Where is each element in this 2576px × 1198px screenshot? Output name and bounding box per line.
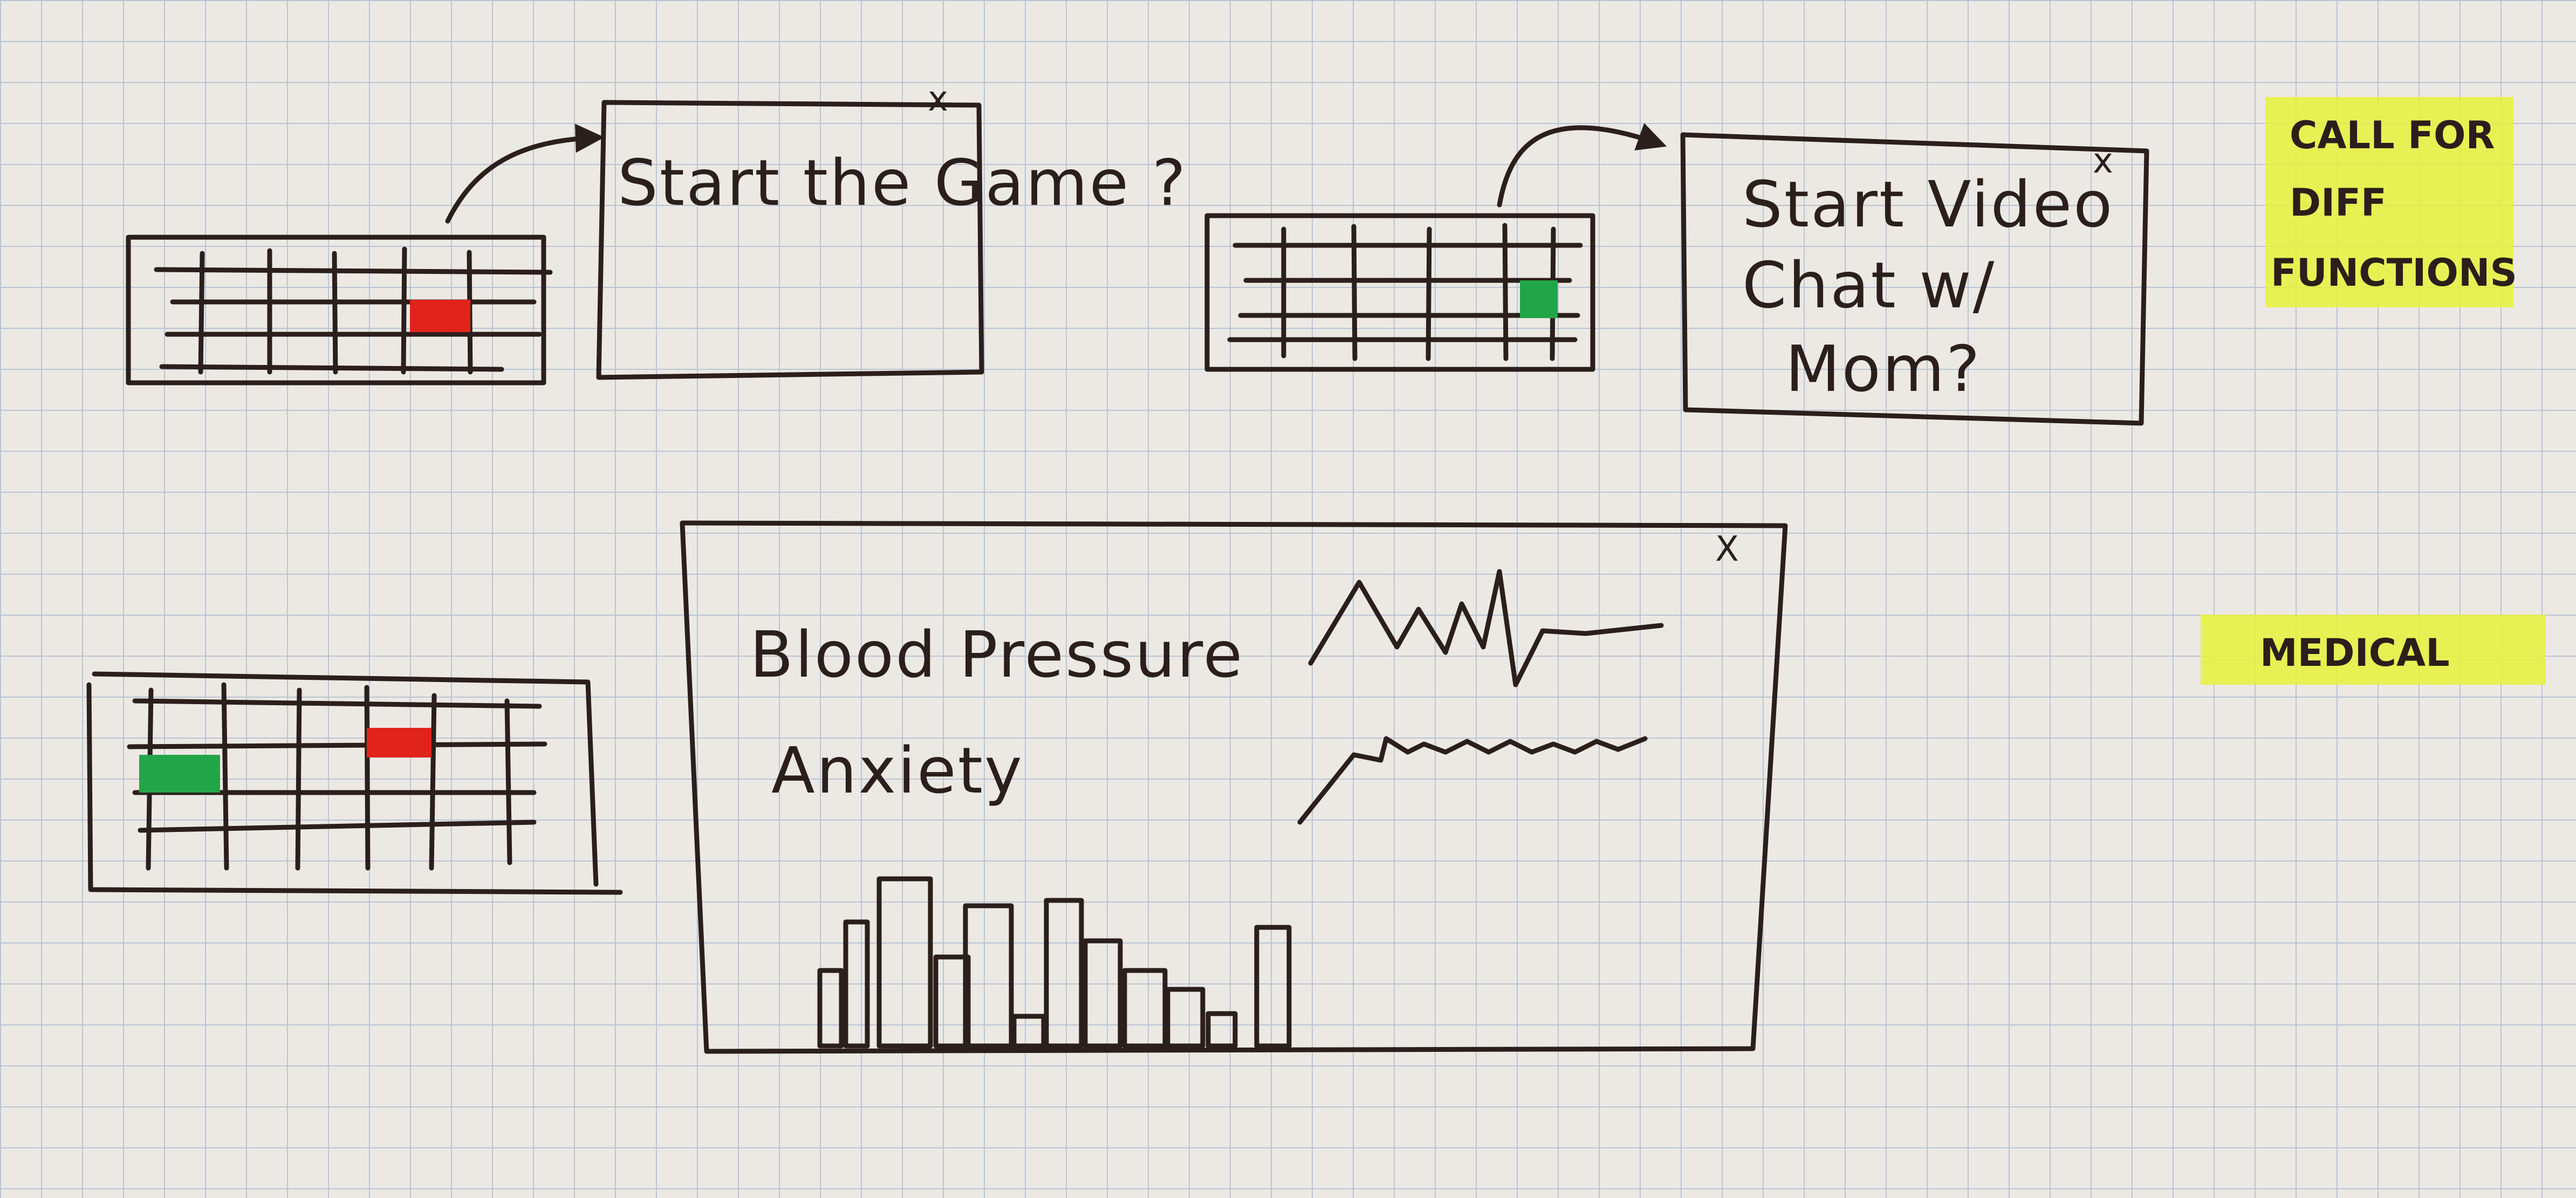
histogram-bar: [1044, 898, 1084, 1049]
histogram-bar: [817, 968, 844, 1049]
histogram-bar: [843, 919, 870, 1049]
close-icon[interactable]: x: [928, 79, 948, 119]
video-prompt-line3: Mom?: [1785, 332, 1982, 406]
arrow-grid2-to-dialog: [1497, 123, 1667, 208]
histogram-bar: [1165, 987, 1205, 1049]
histogram-bar: [933, 954, 971, 1049]
histogram-bar: [1083, 938, 1123, 1049]
arrow-grid1-to-dialog: [445, 123, 605, 224]
metric-blood-pressure: Blood Pressure: [750, 617, 1244, 692]
note-call-for-diff-functions: CALL FOR DIFF FUNCTIONS: [2265, 97, 2517, 307]
note-medical-label: MEDICAL: [2260, 631, 2450, 675]
close-icon[interactable]: x: [2093, 141, 2113, 181]
histogram-bar: [963, 903, 1014, 1049]
histogram-bar: [1011, 1014, 1046, 1049]
video-prompt-line1: Start Video: [1742, 167, 2114, 242]
green-cell[interactable]: [1520, 280, 1558, 318]
histogram-bar: [1254, 925, 1292, 1049]
start-game-dialog[interactable]: x Start the Game ?: [596, 79, 1187, 380]
blood-pressure-waveform: [1308, 569, 1664, 687]
schedule-grid-2: [1204, 213, 1595, 372]
schedule-grid-1: [126, 235, 553, 385]
medical-panel[interactable]: X Blood Pressure Anxiety: [680, 520, 1788, 1054]
histogram-bar: [1122, 968, 1168, 1049]
histogram: [817, 876, 1292, 1049]
note-call-line3: FUNCTIONS: [2271, 251, 2517, 295]
metric-anxiety: Anxiety: [771, 733, 1024, 808]
note-call-line2: DIFF: [2290, 181, 2387, 225]
schedule-grid-3: [86, 671, 623, 895]
green-cell[interactable]: [139, 755, 220, 793]
start-video-chat-dialog[interactable]: x Start Video Chat w/ Mom?: [1680, 132, 2149, 426]
note-medical: MEDICAL: [2201, 615, 2546, 685]
histogram-bar: [1205, 1011, 1238, 1049]
red-cell[interactable]: [367, 728, 431, 758]
start-game-prompt: Start the Game ?: [618, 146, 1187, 220]
video-prompt-line2: Chat w/: [1742, 248, 1996, 322]
red-cell[interactable]: [410, 300, 470, 332]
histogram-bar: [876, 876, 933, 1049]
anxiety-waveform: [1297, 736, 1648, 825]
close-icon[interactable]: X: [1715, 529, 1739, 569]
note-call-line1: CALL FOR: [2290, 113, 2495, 157]
